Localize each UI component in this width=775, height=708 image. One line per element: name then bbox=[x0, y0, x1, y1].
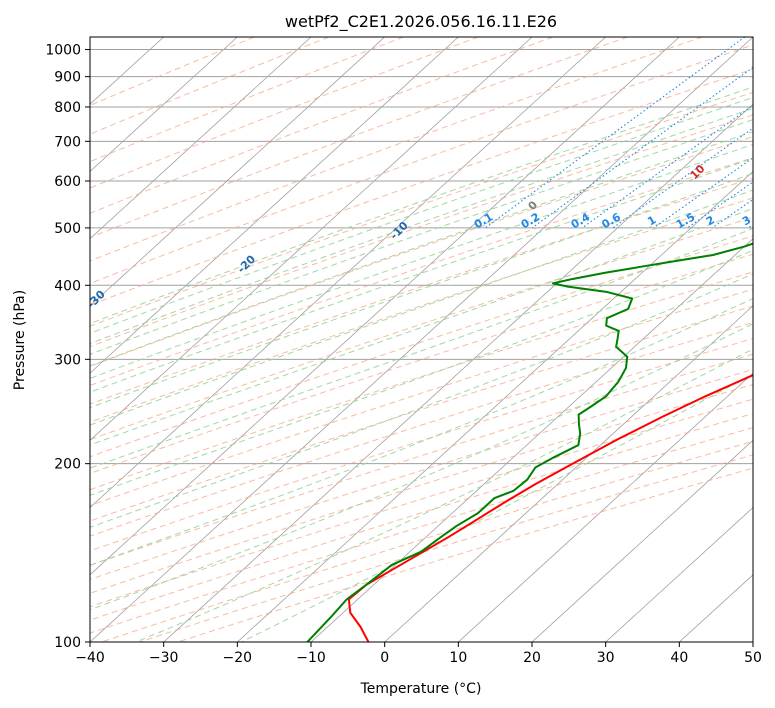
isotherm-line bbox=[310, 238, 753, 642]
dry-adiabat-line bbox=[90, 91, 753, 327]
x-tick-label: −30 bbox=[149, 650, 179, 666]
dry-adiabat-line bbox=[90, 216, 753, 441]
grid-layer bbox=[90, 37, 753, 642]
plot-frame bbox=[89, 36, 754, 643]
dry-adiabat-line bbox=[90, 177, 753, 405]
dry-adiabat-line bbox=[90, 68, 753, 306]
y-tick-label: 900 bbox=[54, 70, 81, 86]
y-tick-label: 400 bbox=[54, 278, 81, 294]
tick-layer: −40 −30 −20 −10 0 10 20 30 40 50 1000 900 800 700 600 5… bbox=[45, 43, 762, 666]
moist-adiabat-line bbox=[90, 107, 753, 345]
moist-adiabat-line bbox=[90, 119, 753, 355]
mixing-ratio-line bbox=[485, 37, 746, 229]
y-tick-label: 100 bbox=[54, 635, 81, 651]
moist-adiabat-line bbox=[90, 86, 753, 325]
isotherm-line bbox=[605, 507, 753, 642]
isotherm-line bbox=[90, 37, 459, 374]
moist-adiabat-line bbox=[135, 348, 753, 642]
temperature-profile-line bbox=[347, 374, 753, 642]
dry-adiabat-line bbox=[90, 235, 753, 458]
y-tick-label: 800 bbox=[54, 100, 81, 116]
x-tick-label: 10 bbox=[449, 650, 467, 666]
dry-adiabat-line bbox=[90, 321, 753, 537]
y-tick-label: 1000 bbox=[45, 43, 81, 59]
x-tick-label: 0 bbox=[380, 650, 389, 666]
x-axis-label: Temperature (°C) bbox=[360, 681, 482, 697]
dry-adiabat-line bbox=[90, 44, 753, 285]
dry-adiabat-line bbox=[90, 37, 255, 106]
dry-adiabat-line bbox=[90, 37, 703, 262]
x-tick-label: 40 bbox=[670, 650, 688, 666]
isotherm-line bbox=[163, 103, 753, 642]
dry-adiabat-line bbox=[90, 271, 753, 491]
isopleth-label-layer: 0.10.20.40.611.52346810131620253036-100-… bbox=[90, 162, 775, 311]
isotherm-line bbox=[90, 37, 680, 576]
mixing-ratio-line bbox=[653, 157, 753, 229]
isotherm-line bbox=[90, 37, 606, 509]
isotherm-line bbox=[90, 37, 312, 240]
dewpoint-profile-line bbox=[306, 242, 753, 642]
dry-adiabat-line bbox=[90, 114, 753, 348]
mixing-ratio-label: 4 bbox=[767, 213, 775, 228]
dry-adiabat-line bbox=[90, 37, 628, 239]
y-tick-label: 200 bbox=[54, 457, 81, 473]
isotherm-line bbox=[90, 37, 533, 441]
dry-adiabat-line bbox=[90, 37, 554, 214]
isotherm-line bbox=[531, 439, 753, 642]
moist-adiabat-line bbox=[90, 131, 753, 367]
x-tick-label: −20 bbox=[223, 650, 253, 666]
x-tick-label: 20 bbox=[523, 650, 541, 666]
dry-adiabat-line bbox=[90, 305, 753, 522]
isotherm-line bbox=[90, 37, 238, 172]
y-tick-label: 600 bbox=[54, 174, 81, 190]
x-tick-label: 50 bbox=[744, 650, 762, 666]
moist-adiabat-line bbox=[90, 189, 753, 426]
profile-layer bbox=[306, 242, 753, 642]
isotherm-line bbox=[90, 37, 753, 642]
isotherm-line bbox=[752, 641, 753, 642]
x-tick-label: 30 bbox=[597, 650, 615, 666]
dry-adiabat-line bbox=[90, 353, 753, 566]
y-axis-label: Pressure (hPa) bbox=[12, 290, 28, 390]
chart-title: wetPf2_C2E1.2026.056.16.11.E26 bbox=[285, 12, 557, 32]
isotherm-line bbox=[458, 372, 753, 642]
y-tick-label: 700 bbox=[54, 134, 81, 150]
moist-adiabat-line bbox=[90, 249, 753, 496]
x-tick-label: −10 bbox=[296, 650, 326, 666]
dry-adiabat-line bbox=[90, 37, 330, 135]
isotherm-line bbox=[90, 37, 385, 307]
y-tick-label: 500 bbox=[54, 221, 81, 237]
moist-adiabat-line bbox=[90, 172, 753, 409]
y-tick-label: 300 bbox=[54, 352, 81, 368]
x-tick-label: −40 bbox=[75, 650, 105, 666]
mixing-ratio-line bbox=[531, 66, 753, 229]
isotherm-line bbox=[384, 305, 753, 642]
moist-adiabat-line bbox=[90, 96, 753, 334]
isotherm-line bbox=[237, 170, 753, 642]
moist-adiabat-line bbox=[90, 273, 753, 528]
moist-adiabat-line bbox=[241, 373, 753, 642]
